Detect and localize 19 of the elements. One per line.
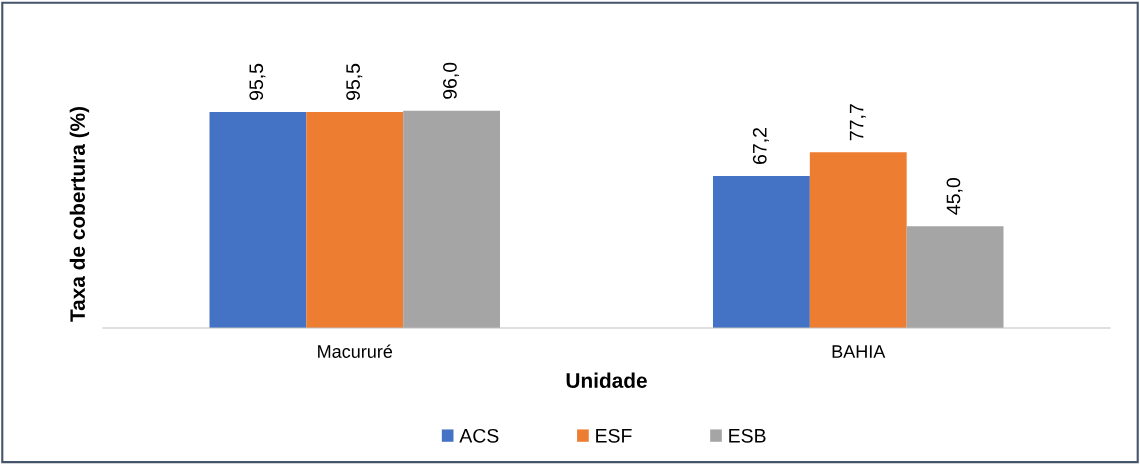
data-label: 95,5	[346, 63, 363, 100]
legend-label: ESF	[596, 428, 632, 443]
x-tick-label: Macururé	[318, 344, 393, 358]
bar	[712, 176, 810, 328]
bar	[403, 110, 501, 328]
bar	[906, 226, 1004, 328]
bar	[306, 111, 404, 328]
x-axis-title: Unidade	[566, 372, 647, 388]
data-label: 67,2	[752, 128, 769, 164]
legend-label: ACS	[459, 428, 499, 443]
bar	[209, 111, 307, 328]
data-label: 77,7	[849, 104, 866, 141]
y-axis-title: Taxa de cobertura (%)	[69, 106, 90, 322]
data-label: 95,5	[249, 63, 266, 100]
legend-label: ESB	[729, 428, 766, 443]
bar	[809, 152, 907, 328]
data-label: 96,0	[443, 62, 460, 99]
data-label: 45,0	[946, 178, 963, 215]
x-tick-label: BAHIA	[832, 345, 886, 358]
